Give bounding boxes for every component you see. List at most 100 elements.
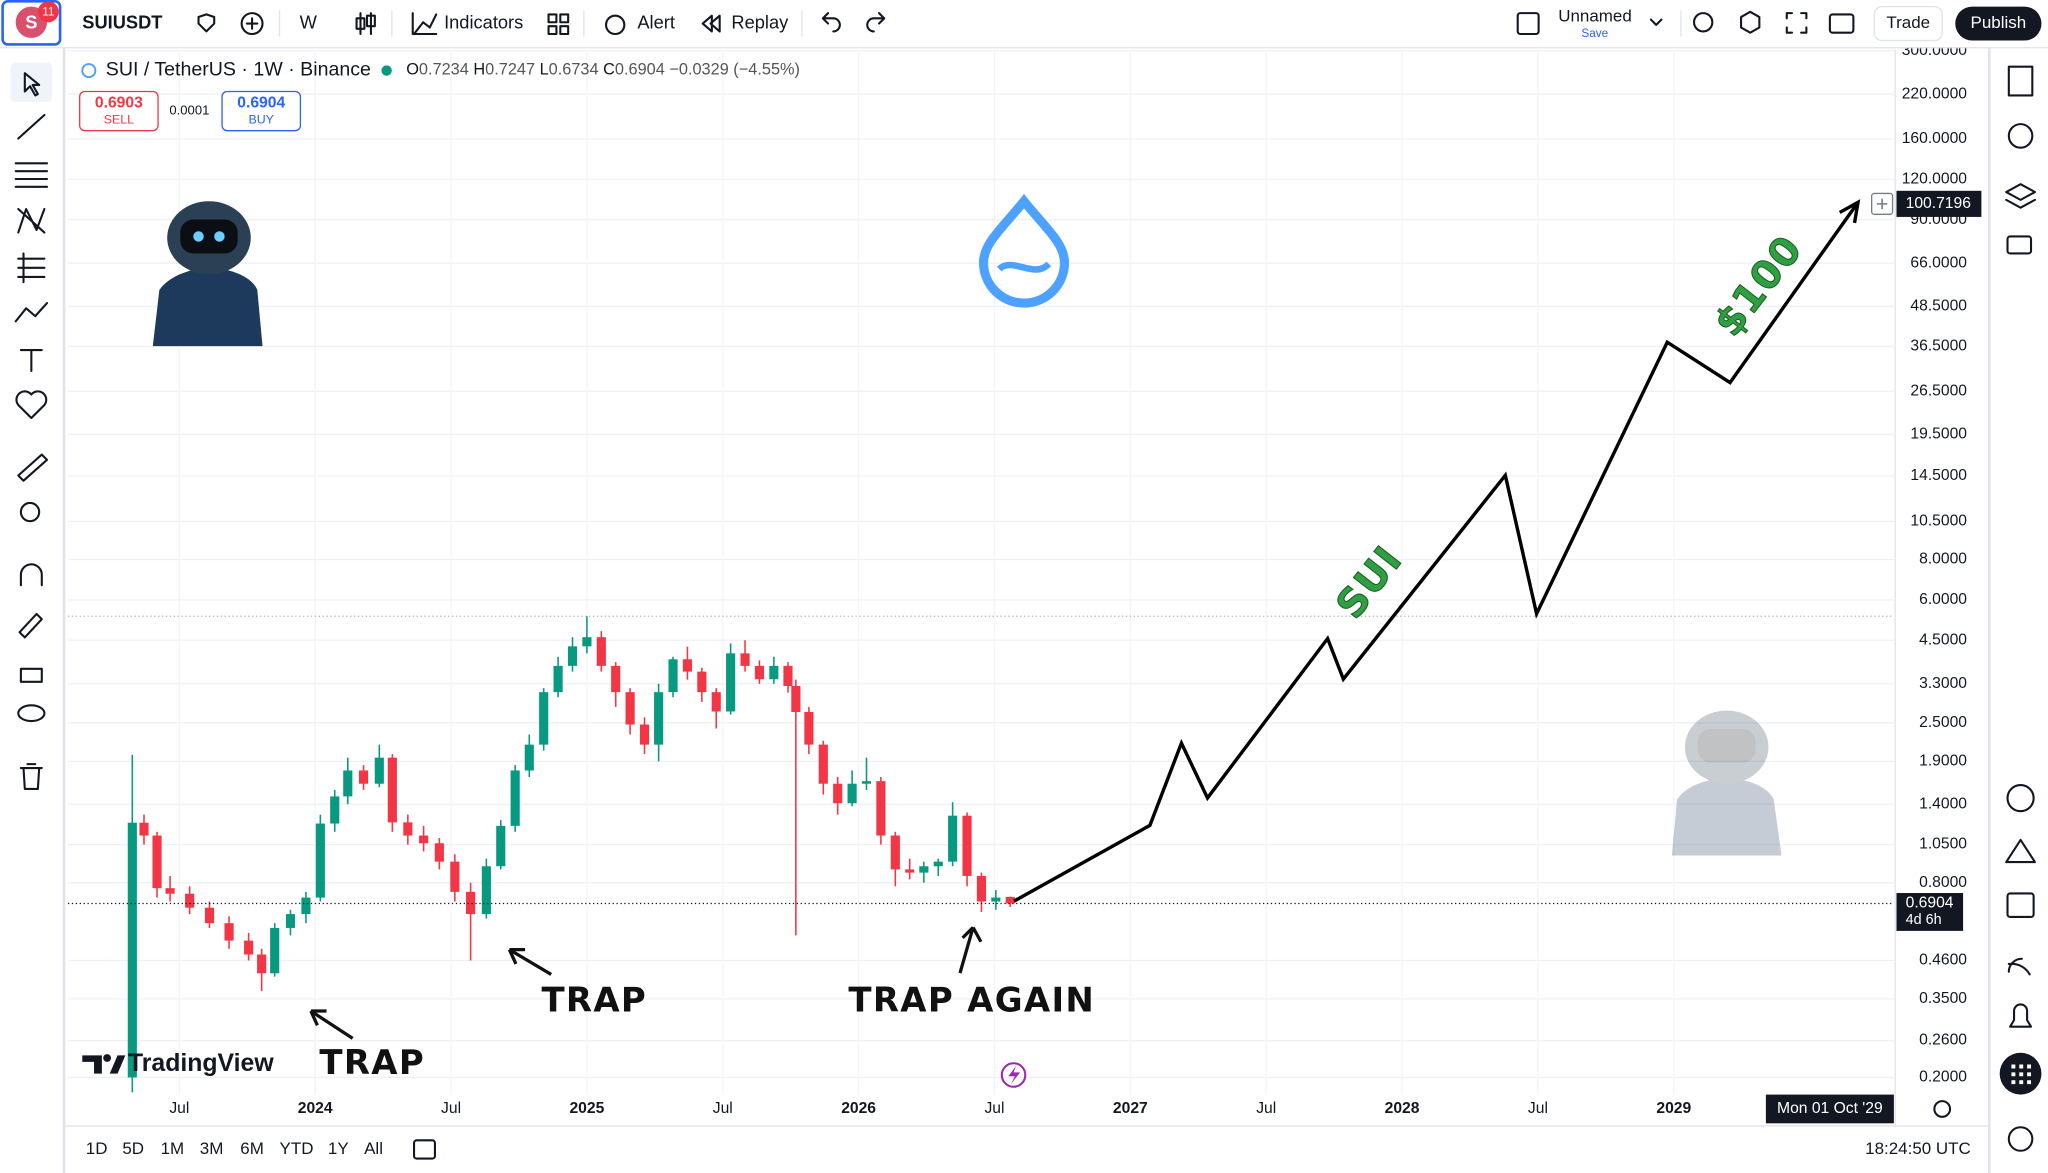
chart-type-button[interactable]: [355, 12, 376, 36]
hide-tool[interactable]: [17, 704, 46, 723]
last-price-label: 0.6904: [1906, 895, 1954, 912]
range-button[interactable]: 1D: [86, 1139, 108, 1158]
candle-body: [740, 653, 750, 666]
range-button[interactable]: All: [364, 1139, 383, 1158]
layout-name[interactable]: Unnamed: [1558, 7, 1632, 26]
news-button[interactable]: [2007, 957, 2031, 976]
lock-tool[interactable]: [19, 667, 43, 683]
chat-button[interactable]: [2006, 235, 2033, 255]
candle-body: [358, 770, 369, 784]
cursor-icon[interactable]: [23, 72, 41, 97]
watchlist-button[interactable]: [2007, 65, 2034, 97]
notifications-button[interactable]: [2009, 1003, 2033, 1028]
layout-checkbox[interactable]: [1516, 12, 1540, 36]
robot-image-faded: [1671, 710, 1782, 856]
x-tick-label: 2028: [1385, 1100, 1420, 1117]
indicators-icon[interactable]: [411, 12, 438, 36]
snapshot-button[interactable]: [1828, 13, 1855, 34]
range-button[interactable]: 6M: [240, 1139, 264, 1158]
candle-body: [1005, 896, 1015, 904]
candle-body: [962, 815, 972, 876]
save-label[interactable]: Save: [1581, 27, 1608, 40]
replay-button[interactable]: Replay: [731, 11, 789, 32]
crosshair-date: Mon 01 Oct '29: [1777, 1100, 1883, 1117]
brush-tool[interactable]: [14, 302, 49, 323]
range-button[interactable]: YTD: [280, 1139, 314, 1158]
redo-button[interactable]: [866, 12, 886, 33]
buy-button[interactable]: 0.6904 BUY: [221, 90, 302, 132]
forecast-tool[interactable]: [17, 252, 46, 284]
quick-search[interactable]: [1692, 12, 1714, 33]
y-tick-label: 0.4600: [1919, 952, 1967, 969]
candle-body: [668, 659, 678, 693]
zoom-tool[interactable]: [19, 501, 41, 523]
alert-icon[interactable]: [604, 14, 626, 36]
candle-body: [697, 671, 707, 693]
fib-tool[interactable]: [14, 162, 49, 188]
text-tool[interactable]: [19, 349, 43, 373]
trend-line-tool[interactable]: [17, 113, 46, 140]
fullscreen-button[interactable]: [1785, 12, 1808, 34]
candle-body: [419, 835, 429, 844]
favorites-tool[interactable]: [15, 390, 48, 420]
candle-body: [948, 815, 958, 862]
candle-body: [524, 744, 534, 771]
range-button[interactable]: 3M: [200, 1139, 224, 1158]
x-tick-label: Jul: [1256, 1100, 1276, 1117]
ideas-button[interactable]: [2005, 838, 2036, 864]
cursor-tool[interactable]: [10, 62, 53, 102]
help-button[interactable]: [2007, 1126, 2034, 1152]
x-tick-label: 2027: [1113, 1100, 1148, 1117]
target-button[interactable]: [2006, 783, 2035, 813]
watermark-logo: [82, 1054, 126, 1074]
y-tick-label: 0.2600: [1919, 1032, 1967, 1049]
symbol-flag[interactable]: [197, 13, 216, 33]
candle-body: [481, 866, 491, 915]
event-marker[interactable]: [1000, 1062, 1027, 1088]
low-value: 0.6734: [549, 61, 599, 79]
compare-button[interactable]: [240, 12, 264, 36]
layout-menu[interactable]: [1649, 18, 1663, 26]
publish-button[interactable]: [1955, 6, 2042, 41]
annotation: TRAP: [319, 1043, 425, 1083]
candle-body: [510, 770, 520, 826]
high-label: H: [473, 61, 485, 79]
draw-mode-tool[interactable]: [18, 612, 43, 639]
projection-arrowhead: [1838, 199, 1861, 224]
interval[interactable]: W: [300, 11, 318, 32]
candle-body: [403, 822, 413, 836]
sell-button[interactable]: 0.6903 SELL: [79, 90, 159, 132]
calendar-button[interactable]: [2006, 892, 2035, 918]
right-sidebar: [1987, 47, 2048, 1173]
sell-label: SELL: [104, 112, 134, 126]
open-label: O: [406, 61, 419, 79]
templates-button[interactable]: [547, 13, 570, 36]
trade-button[interactable]: [1873, 5, 1943, 42]
alert-button[interactable]: Alert: [637, 11, 675, 32]
remove-tool[interactable]: [19, 763, 43, 790]
magnet-tool[interactable]: [19, 563, 43, 587]
y-tick-label: 0.3500: [1919, 990, 1967, 1007]
settings-button[interactable]: [1740, 10, 1761, 34]
indicators-button[interactable]: Indicators: [444, 11, 523, 32]
robot-image: [152, 201, 263, 347]
alerts-button[interactable]: [2007, 123, 2034, 149]
undo-button[interactable]: [821, 12, 841, 33]
candle-body: [285, 914, 296, 928]
candle-body: [257, 954, 267, 974]
range-button[interactable]: 1M: [161, 1139, 185, 1158]
candle-body: [991, 897, 1001, 902]
range-button[interactable]: 5D: [122, 1139, 144, 1158]
pattern-tool[interactable]: [17, 207, 46, 234]
measure-tool[interactable]: [17, 453, 49, 482]
axis-settings[interactable]: [1933, 1100, 1952, 1118]
symbol-search[interactable]: [70, 6, 225, 41]
goto-date-button[interactable]: [412, 1139, 436, 1160]
layers-button[interactable]: [2005, 183, 2036, 209]
sui-logo: [978, 193, 1070, 308]
candle-body: [224, 923, 234, 941]
range-button[interactable]: 1Y: [328, 1139, 349, 1158]
replay-icon[interactable]: [701, 14, 721, 33]
y-tick-label: 160.0000: [1902, 130, 1968, 147]
